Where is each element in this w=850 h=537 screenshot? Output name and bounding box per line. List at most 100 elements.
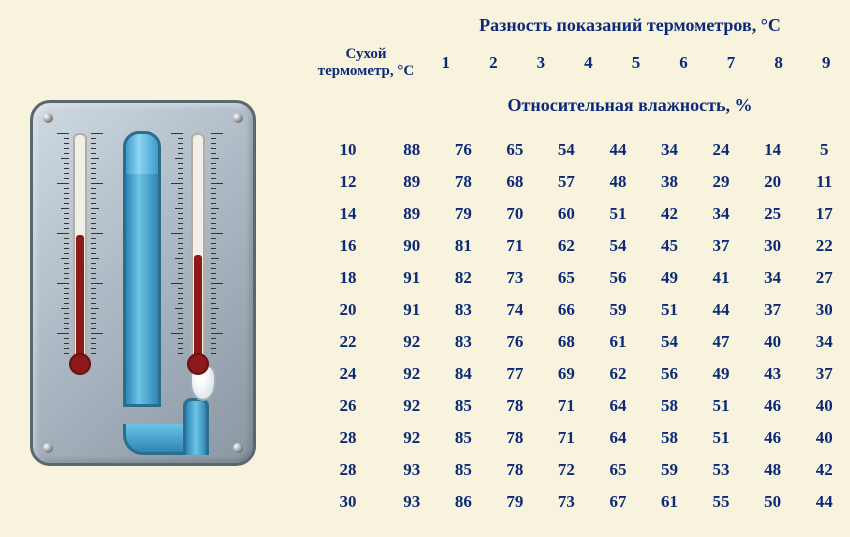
rh-cell: 51 <box>592 198 644 230</box>
table-row: 26928578716458514640 <box>310 390 850 422</box>
rh-cell: 68 <box>541 326 593 358</box>
rh-cell: 5 <box>798 134 850 166</box>
humidity-table-body: 1088766554443424145128978685748382920111… <box>310 134 850 518</box>
rh-cell: 85 <box>438 390 490 422</box>
rh-cell: 34 <box>695 198 747 230</box>
water-reservoir <box>123 131 155 431</box>
rh-cell: 74 <box>489 294 541 326</box>
rh-cell: 92 <box>386 422 438 454</box>
rh-cell: 61 <box>644 486 696 518</box>
dry-temp-cell: 16 <box>310 230 386 262</box>
rh-cell: 27 <box>798 262 850 294</box>
dry-temp-cell: 10 <box>310 134 386 166</box>
table-row: 28938578726559534842 <box>310 454 850 486</box>
rh-cell: 54 <box>541 134 593 166</box>
dry-tube <box>73 133 87 357</box>
rh-cell: 49 <box>644 262 696 294</box>
rh-cell: 79 <box>489 486 541 518</box>
rh-cell: 70 <box>489 198 541 230</box>
screw-icon <box>43 113 53 123</box>
rh-cell: 68 <box>489 166 541 198</box>
rh-cell: 91 <box>386 262 438 294</box>
wet-thermometer <box>187 133 209 375</box>
table-row: 14897970605142342517 <box>310 198 850 230</box>
rh-cell: 55 <box>695 486 747 518</box>
rh-cell: 34 <box>798 326 850 358</box>
rh-cell: 90 <box>386 230 438 262</box>
rh-cell: 17 <box>798 198 850 230</box>
rh-cell: 42 <box>644 198 696 230</box>
rh-cell: 85 <box>438 422 490 454</box>
rh-cell: 34 <box>644 134 696 166</box>
rh-cell: 46 <box>747 422 799 454</box>
wet-fluid <box>194 255 202 355</box>
rh-cell: 64 <box>592 422 644 454</box>
rh-cell: 37 <box>798 358 850 390</box>
rh-cell: 93 <box>386 486 438 518</box>
rh-cell: 82 <box>438 262 490 294</box>
rh-cell: 56 <box>644 358 696 390</box>
psychrometer-illustration <box>0 0 310 466</box>
rh-cell: 37 <box>747 294 799 326</box>
rh-cell: 78 <box>489 390 541 422</box>
rh-cell: 24 <box>695 134 747 166</box>
rh-cell: 65 <box>541 262 593 294</box>
rh-cell: 65 <box>489 134 541 166</box>
rh-cell: 78 <box>489 454 541 486</box>
rh-cell: 41 <box>695 262 747 294</box>
dry-temp-cell: 20 <box>310 294 386 326</box>
rh-cell: 73 <box>489 262 541 294</box>
rh-cell: 40 <box>798 390 850 422</box>
wet-scale-left <box>153 133 183 353</box>
col-header: 2 <box>470 46 518 81</box>
rh-cell: 37 <box>695 230 747 262</box>
table-row: 16908171625445373022 <box>310 230 850 262</box>
rh-cell: 78 <box>438 166 490 198</box>
rh-cell: 71 <box>489 230 541 262</box>
rh-cell: 58 <box>644 422 696 454</box>
rh-cell: 54 <box>644 326 696 358</box>
rh-cell: 42 <box>798 454 850 486</box>
dry-thermometer <box>69 133 91 375</box>
rh-cell: 51 <box>644 294 696 326</box>
rh-cell: 78 <box>489 422 541 454</box>
rh-cell: 83 <box>438 326 490 358</box>
rh-cell: 48 <box>747 454 799 486</box>
table-row: 1088766554443424145 <box>310 134 850 166</box>
dry-temp-cell: 30 <box>310 486 386 518</box>
rh-cell: 38 <box>644 166 696 198</box>
col-header: 8 <box>755 46 803 81</box>
col-header: 7 <box>707 46 755 81</box>
rh-cell: 43 <box>747 358 799 390</box>
rh-cell: 54 <box>592 230 644 262</box>
rh-cell: 14 <box>747 134 799 166</box>
psychrometer-body <box>30 100 256 466</box>
rh-cell: 81 <box>438 230 490 262</box>
dry-temp-cell: 12 <box>310 166 386 198</box>
wet-bulb <box>187 353 209 375</box>
rh-cell: 72 <box>541 454 593 486</box>
rh-cell: 59 <box>592 294 644 326</box>
rh-cell: 84 <box>438 358 490 390</box>
header-dry: Сухой термометр, °С <box>310 46 422 81</box>
humidity-table: Сухой термометр, °С 123456789 <box>310 46 850 81</box>
rh-cell: 48 <box>592 166 644 198</box>
rh-cell: 76 <box>489 326 541 358</box>
table-row: 20918374665951443730 <box>310 294 850 326</box>
rh-cell: 22 <box>798 230 850 262</box>
rh-cell: 45 <box>644 230 696 262</box>
dry-temp-cell: 18 <box>310 262 386 294</box>
table-row: 12897868574838292011 <box>310 166 850 198</box>
rh-cell: 92 <box>386 326 438 358</box>
header-rh: Относительная влажность, % <box>310 95 850 116</box>
dry-temp-cell: 24 <box>310 358 386 390</box>
rh-cell: 60 <box>541 198 593 230</box>
rh-cell: 51 <box>695 390 747 422</box>
rh-cell: 91 <box>386 294 438 326</box>
col-header: 9 <box>802 46 850 81</box>
screw-icon <box>233 443 243 453</box>
rh-cell: 85 <box>438 454 490 486</box>
rh-cell: 62 <box>592 358 644 390</box>
dry-temp-cell: 26 <box>310 390 386 422</box>
rh-cell: 57 <box>541 166 593 198</box>
